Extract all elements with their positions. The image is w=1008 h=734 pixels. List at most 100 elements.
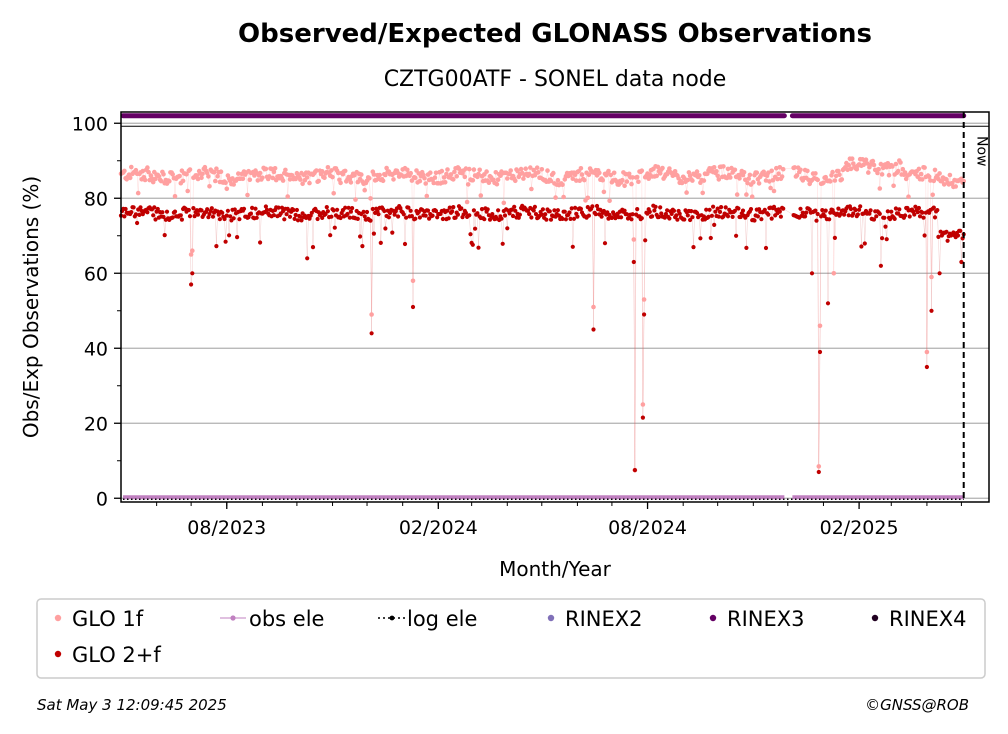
glo-1f-point — [639, 168, 645, 173]
glo-1f-point — [875, 170, 880, 176]
glo-2f-point — [883, 224, 888, 229]
glo-1f-point — [515, 168, 520, 174]
glo-2f-point — [944, 229, 949, 234]
glo-2f-point — [190, 271, 195, 276]
glo-2f-point — [842, 212, 847, 217]
glo-1f-point — [922, 165, 927, 170]
glo-2f-point — [759, 217, 764, 222]
glo-2f-point — [675, 217, 680, 222]
glo-1f-point — [640, 402, 646, 407]
glo-2f-point — [476, 245, 481, 250]
glo-1f-point — [271, 169, 277, 175]
glo-2f-point — [402, 241, 408, 247]
glo-2f-point — [671, 208, 677, 213]
glo-1f-point — [555, 177, 561, 183]
glo-2f-point — [153, 217, 158, 222]
glo-2f-point — [392, 212, 397, 217]
glo-2f-point — [562, 209, 567, 214]
y-tick-label: 100 — [72, 113, 108, 135]
glo-1f-point — [687, 173, 693, 178]
glo-1f-point — [629, 181, 634, 187]
glo-1f-point — [884, 164, 889, 170]
glo-1f-point — [145, 165, 150, 170]
glo-1f-point — [725, 166, 731, 172]
glo-2f-point — [929, 308, 934, 313]
glo-1f-point — [682, 175, 687, 181]
glo-2f-point — [390, 230, 395, 235]
glo-2f-point — [662, 215, 667, 220]
glo-1f-point — [551, 170, 556, 176]
glo-1f-point — [342, 168, 348, 174]
glo-1f-point — [336, 170, 341, 176]
glo-2f-point — [677, 211, 682, 216]
glo-2f-point — [936, 234, 941, 239]
glo-1f-point — [701, 178, 707, 183]
glo-1f-point — [634, 174, 640, 180]
glo-1f-point — [319, 169, 325, 174]
glo-2f-point — [778, 214, 784, 219]
glo-2f-point — [241, 206, 247, 211]
glo-1f-point — [579, 172, 585, 177]
glo-1f-point — [330, 174, 335, 180]
glo-2f-point — [360, 244, 365, 249]
glo-1f-point — [626, 171, 632, 177]
glo-1f-point — [270, 175, 276, 181]
glo-1f-point — [536, 170, 541, 175]
glo-1f-point — [236, 171, 241, 176]
glo-1f-point — [507, 171, 512, 177]
glo-2f-point — [467, 213, 472, 218]
glo-2f-point — [573, 205, 578, 210]
glo-1f-point — [606, 168, 611, 174]
glo-2f-point — [320, 215, 325, 220]
glo-2f-point — [335, 207, 340, 212]
glo-1f-point — [805, 168, 810, 174]
glo-1f-point — [501, 200, 507, 206]
glo-2f-point — [704, 207, 709, 212]
glo-2f-point — [205, 207, 210, 212]
glo-1f-point — [338, 180, 343, 186]
glo-2f-point — [809, 271, 815, 276]
glo-2f-point — [709, 213, 715, 218]
glo-2f-point — [924, 364, 930, 370]
glo-2f-point — [897, 207, 902, 212]
glo-2f-point — [740, 208, 746, 213]
glo-2f-point — [540, 207, 546, 212]
glo-2f-point — [433, 208, 439, 214]
glo-1f-point — [561, 194, 566, 200]
glo-2f-point — [624, 212, 630, 217]
glo-1f-point — [941, 182, 947, 187]
glo-1f-point — [771, 188, 777, 194]
glo-2f-point — [533, 212, 539, 217]
glo-1f-point — [877, 186, 883, 191]
glo-2f-point — [800, 210, 805, 215]
glo-1f-point — [280, 178, 286, 183]
glo-2f-point — [471, 208, 476, 213]
glo-2f-point — [328, 233, 333, 238]
glo-2f-point — [162, 233, 167, 238]
glo-2f-point — [346, 205, 351, 210]
glo-2f-point — [548, 217, 554, 222]
glo-2f-point — [888, 217, 893, 222]
plot-area-frame — [120, 111, 990, 503]
glo-2f-point — [362, 214, 367, 219]
glo-2f-point — [254, 215, 259, 220]
glo-1f-point — [766, 170, 771, 175]
x-tick-label: 08/2023 — [187, 517, 266, 539]
glo-2f-point — [820, 208, 825, 213]
glo-1f-point — [448, 172, 454, 177]
glo-2f-point — [639, 216, 644, 221]
glo-1f-point — [133, 167, 139, 173]
glo-1f-point — [885, 161, 891, 166]
glo-1f-point — [591, 304, 596, 310]
glo-2f-point — [688, 217, 693, 223]
glo-1f-point — [135, 190, 141, 196]
legend-marker — [54, 650, 62, 658]
glo-2f-point — [635, 207, 640, 212]
glo-2f-point — [631, 259, 636, 265]
glo-1f-point — [423, 181, 429, 186]
legend-label: obs ele — [249, 607, 324, 631]
glo-1f-point — [218, 169, 224, 174]
glo-2f-point — [435, 215, 440, 220]
glo-2f-point — [544, 217, 549, 222]
glo-1f-point — [641, 297, 647, 302]
